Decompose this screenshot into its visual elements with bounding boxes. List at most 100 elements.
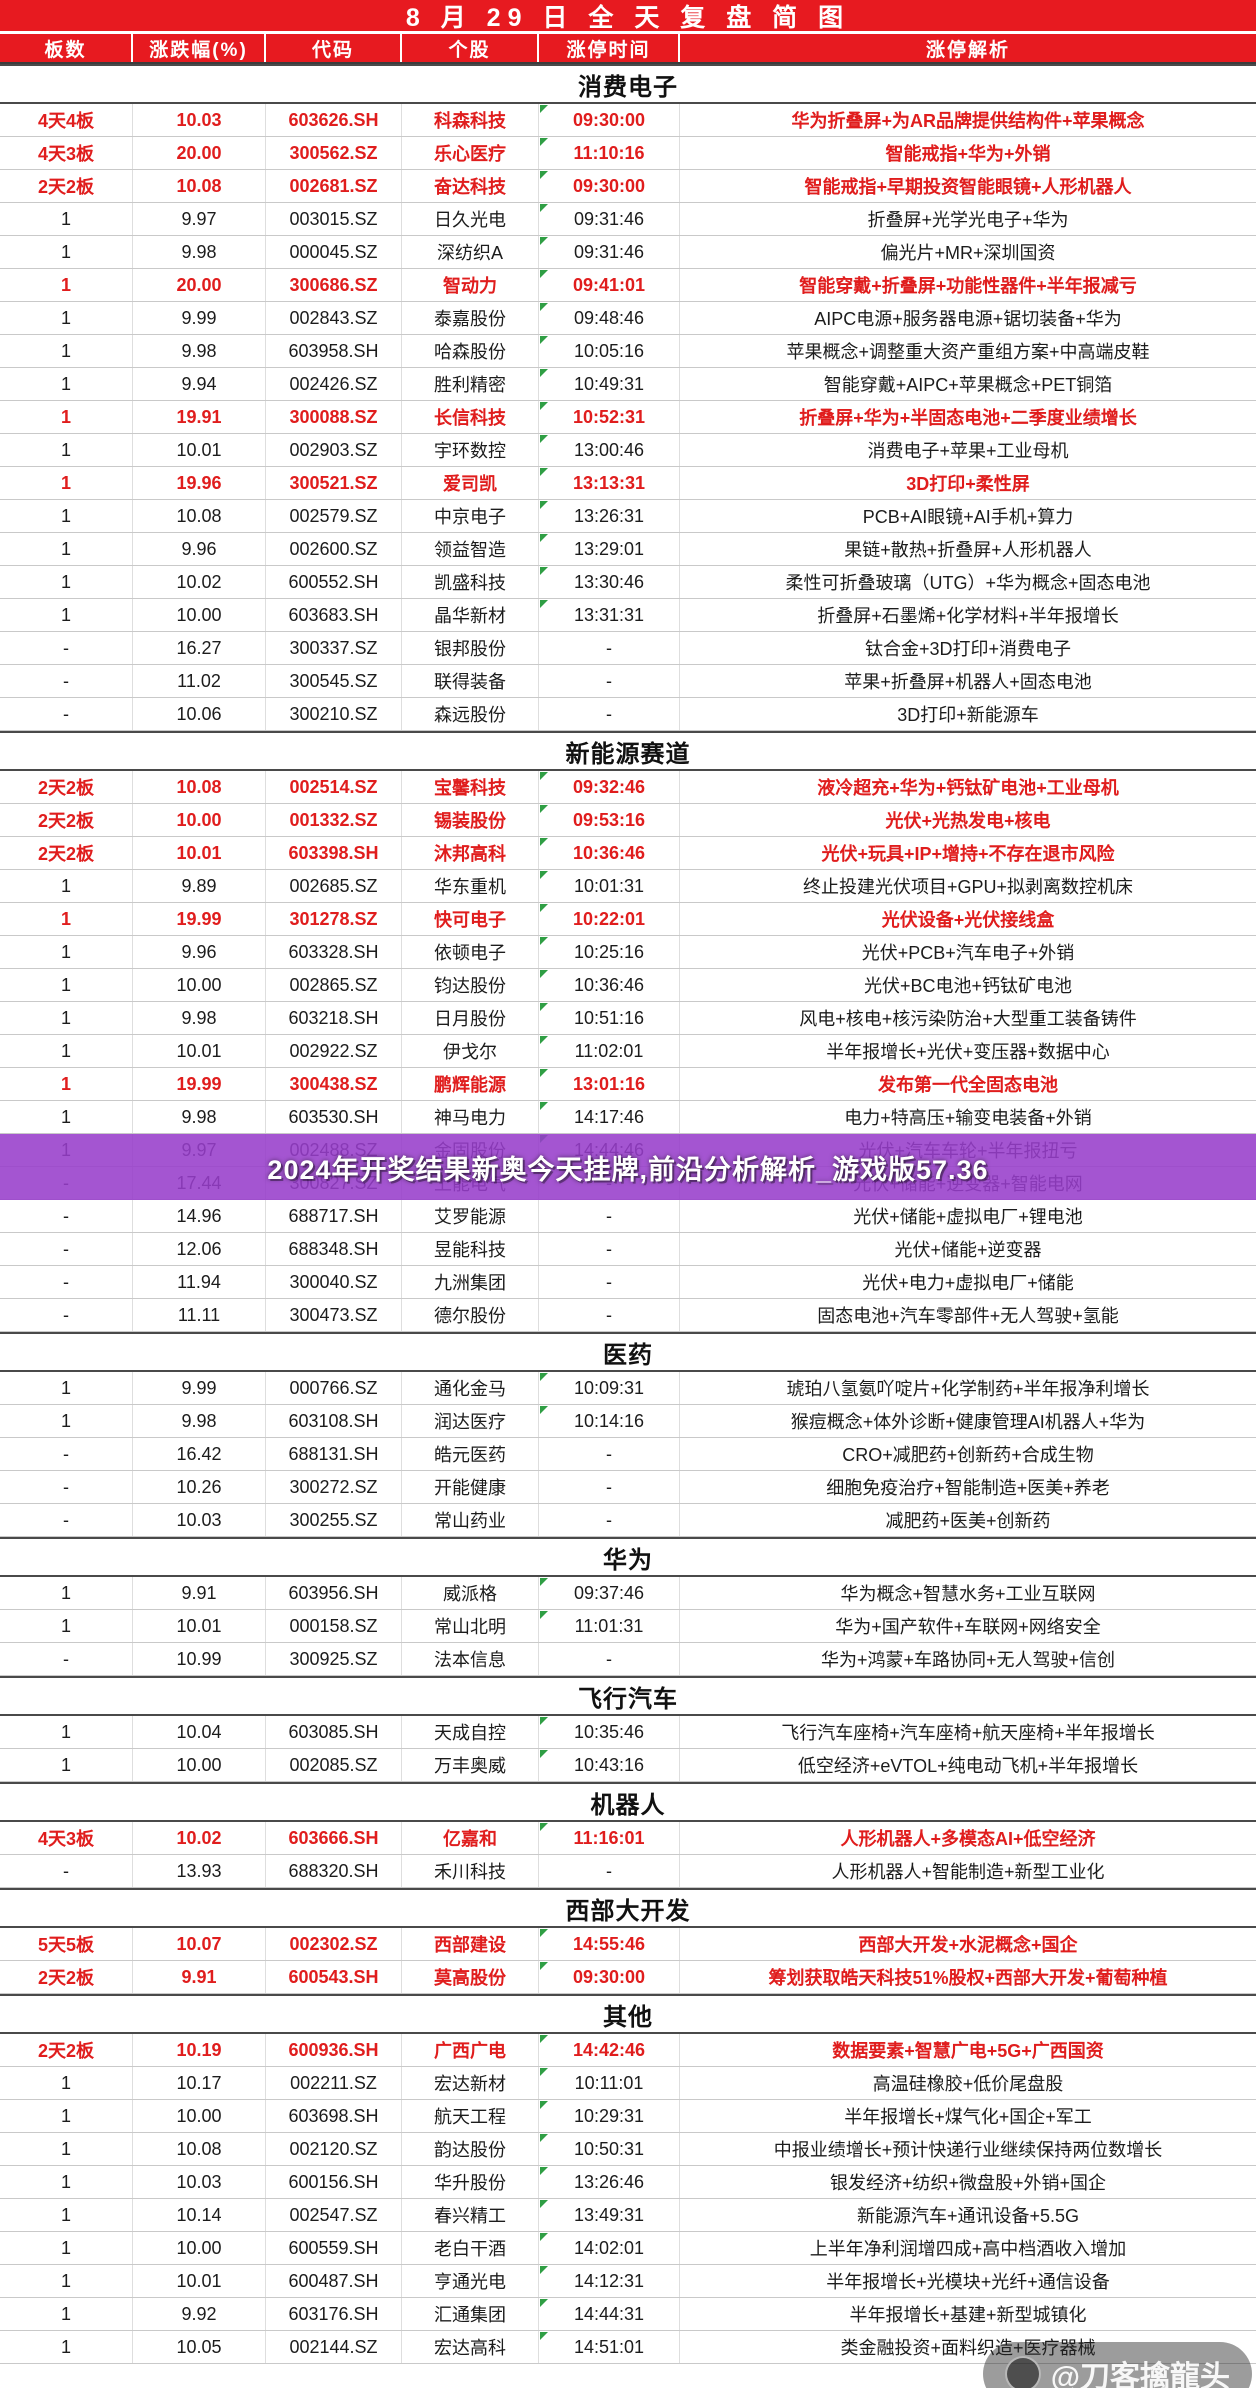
stock-row: 1 9.96 603328.SH 依顿电子 10:25:16 光伏+PCB+汽车电子+外销 (0, 936, 1256, 969)
title-bar: 8 月 29 日 全 天 复 盘 简 图 (0, 0, 1256, 34)
limit-time-cell: - (539, 1200, 680, 1232)
code-cell: 002865.SZ (266, 969, 402, 1001)
code-cell: 300438.SZ (266, 1068, 402, 1100)
board-count-cell: 1 (0, 903, 133, 935)
board-count-cell: 5天5板 (0, 1928, 133, 1960)
board-count-cell: 1 (0, 1372, 133, 1404)
table-body: 消费电子 4天4板 10.03 603626.SH 科森科技 09:30:00 华为折叠屏+… (0, 64, 1256, 2364)
change-pct-cell: 10.08 (133, 771, 266, 803)
limit-time-cell: 10:52:31 (539, 401, 680, 433)
analysis-cell: 发布第一代全固态电池 (878, 1075, 1058, 1095)
stock-row: 1 19.99 301278.SZ 快可电子 10:22:01 光伏设备+光伏接线盒 (0, 903, 1256, 936)
change-pct-cell: 10.07 (133, 1928, 266, 1960)
code-cell: 002144.SZ (266, 2331, 402, 2363)
board-count-cell: - (0, 632, 133, 664)
code-cell: 688717.SH (266, 1200, 402, 1232)
stock-name-cell: 宇环数控 (402, 434, 539, 466)
board-count-cell: - (0, 1200, 133, 1232)
board-count-cell: 1 (0, 467, 133, 499)
change-pct-cell: 10.06 (133, 698, 266, 730)
section-header: 华为 (0, 1537, 1256, 1577)
code-cell: 000045.SZ (266, 236, 402, 268)
board-count-cell: 2天2板 (0, 170, 133, 202)
stock-name-cell: 华东重机 (402, 870, 539, 902)
stock-name-cell: 韵达股份 (402, 2133, 539, 2165)
change-pct-cell: 13.93 (133, 1855, 266, 1887)
stock-row: 1 10.00 002085.SZ 万丰奥威 10:43:16 低空经济+eVTOL+纯电… (0, 1749, 1256, 1782)
stock-row: 1 10.01 600487.SH 亨通光电 14:12:31 半年报增长+光模块+光纤+… (0, 2265, 1256, 2298)
stock-name-cell: 凯盛科技 (402, 566, 539, 598)
analysis-cell: 钛合金+3D打印+消费电子 (864, 639, 1072, 659)
change-pct-cell: 10.02 (133, 1822, 266, 1854)
section-header: 其他 (0, 1994, 1256, 2034)
code-cell: 002843.SZ (266, 302, 402, 334)
code-cell: 002600.SZ (266, 533, 402, 565)
stock-row: -16.27 300337.SZ 银邦股份 - 钛合金+3D打印+消费电子 (0, 632, 1256, 665)
stock-row: -11.02 300545.SZ 联得装备 - 苹果+折叠屏+机器人+固态电池 (0, 665, 1256, 698)
code-cell: 300088.SZ (266, 401, 402, 433)
analysis-cell: 固态电池+汽车零部件+无人驾驶+氢能 (817, 1306, 1119, 1326)
code-cell: 603085.SH (266, 1716, 402, 1748)
board-count-cell: 1 (0, 1002, 133, 1034)
limit-time-cell: 10:35:46 (539, 1716, 680, 1748)
code-cell: 688348.SH (266, 1233, 402, 1265)
limit-time-cell: 09:31:46 (539, 236, 680, 268)
analysis-cell: 偏光片+MR+深圳国资 (880, 243, 1056, 263)
limit-time-cell: 11:16:01 (539, 1822, 680, 1854)
stock-name-cell: 华升股份 (402, 2166, 539, 2198)
code-cell: 002903.SZ (266, 434, 402, 466)
board-count-cell: 1 (0, 236, 133, 268)
code-cell: 603530.SH (266, 1101, 402, 1133)
board-count-cell: 1 (0, 2067, 133, 2099)
stock-name-cell: 中京电子 (402, 500, 539, 532)
section-header: 西部大开发 (0, 1888, 1256, 1928)
limit-time-cell: 10:25:16 (539, 936, 680, 968)
stock-row: 1 9.99 000766.SZ 通化金马 10:09:31 琥珀八氢氨吖啶片+化学制药+… (0, 1372, 1256, 1405)
limit-time-cell: 10:36:46 (539, 969, 680, 1001)
stock-row: 2天2板 10.00 001332.SZ 锡装股份 09:53:16 光伏+光热发电+核电 (0, 804, 1256, 837)
stock-row: 1 9.98 603218.SH 日月股份 10:51:16 风电+核电+核污染防治+大型… (0, 1002, 1256, 1035)
stock-name-cell: 神马电力 (402, 1101, 539, 1133)
board-count-cell: 4天3板 (0, 137, 133, 169)
stock-name-cell: 法本信息 (402, 1643, 539, 1675)
analysis-cell: 类金融投资+面料织造+医疗器械 (840, 2338, 1096, 2358)
limit-time-cell: - (539, 1266, 680, 1298)
analysis-cell: CRO+减肥药+创新药+合成生物 (842, 1445, 1094, 1465)
limit-time-cell: - (539, 665, 680, 697)
board-count-cell: - (0, 698, 133, 730)
analysis-cell: 光伏设备+光伏接线盒 (881, 910, 1055, 930)
column-header-0: 板数 (0, 34, 133, 62)
column-header-5: 涨停解析 (925, 39, 1010, 61)
analysis-cell: AIPC电源+服务器电源+锯切装备+华为 (814, 309, 1122, 329)
code-cell: 600543.SH (266, 1961, 402, 1993)
stock-row: 1 10.03 600156.SH 华升股份 13:26:46 银发经济+纺织+微盘股+外… (0, 2166, 1256, 2199)
code-cell: 603698.SH (266, 2100, 402, 2132)
change-pct-cell: 10.99 (133, 1643, 266, 1675)
analysis-cell: 数据要素+智慧广电+5G+广西国资 (832, 2041, 1104, 2061)
code-cell: 688131.SH (266, 1438, 402, 1470)
limit-time-cell: 14:12:31 (539, 2265, 680, 2297)
analysis-cell: 上半年净利润增四成+高中档酒收入增加 (809, 2239, 1127, 2259)
change-pct-cell: 10.01 (133, 434, 266, 466)
limit-time-cell: 13:49:31 (539, 2199, 680, 2231)
stock-row: 1 19.99 300438.SZ 鹏辉能源 13:01:16 发布第一代全固态电池 (0, 1068, 1256, 1101)
analysis-cell: 琥珀八氢氨吖啶片+化学制药+半年报净利增长 (786, 1379, 1150, 1399)
analysis-cell: 减肥药+医美+创新药 (885, 1511, 1051, 1531)
board-count-cell: 1 (0, 1068, 133, 1100)
analysis-cell: 3D打印+柔性屏 (906, 474, 1030, 494)
stock-row: -11.11 300473.SZ 德尔股份 - 固态电池+汽车零部件+无人驾驶+氢能 (0, 1299, 1256, 1332)
analysis-cell: 苹果概念+调整重大资产重组方案+中高端皮鞋 (786, 342, 1150, 362)
stock-row: 2天2板 10.08 002681.SZ 奋达科技 09:30:00 智能戒指+早期投资智… (0, 170, 1256, 203)
stock-row: 1 10.01 002922.SZ 伊戈尔 11:02:01 半年报增长+光伏+变压器+数… (0, 1035, 1256, 1068)
board-count-cell: 1 (0, 434, 133, 466)
stock-name-cell: 宝馨科技 (402, 771, 539, 803)
limit-time-cell: 13:30:46 (539, 566, 680, 598)
analysis-cell: 折叠屏+华为+半固态电池+二季度业绩增长 (799, 408, 1137, 428)
analysis-cell: 人形机器人+多模态AI+低空经济 (840, 1829, 1096, 1849)
change-pct-cell: 12.06 (133, 1233, 266, 1265)
stock-row: 1 10.08 002120.SZ 韵达股份 10:50:31 中报业绩增长+预计快递行业… (0, 2133, 1256, 2166)
code-cell: 002302.SZ (266, 1928, 402, 1960)
change-pct-cell: 10.19 (133, 2034, 266, 2066)
code-cell: 300210.SZ (266, 698, 402, 730)
board-count-cell: - (0, 1471, 133, 1503)
